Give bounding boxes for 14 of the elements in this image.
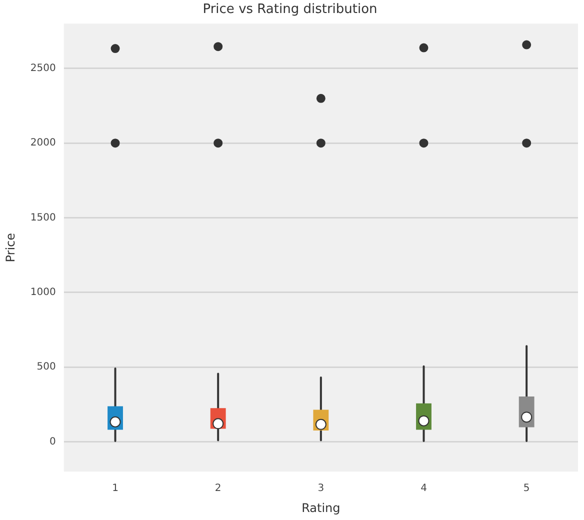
x-axis-title: Rating [302,500,340,515]
x-tick-label: 2 [214,483,222,494]
chart-title: Price vs Rating distribution [202,2,378,18]
y-tick-label: 1500 [30,212,56,224]
y-tick-label: 0 [49,436,56,448]
y-tick-label: 500 [36,362,56,373]
x-tick-label: 1 [112,483,118,494]
x-tick-label: 3 [318,483,324,494]
y-tick-label: 2500 [30,62,56,74]
x-tick-label: 5 [523,483,530,494]
y-axis-title: Price [3,232,18,262]
x-tick-label: 4 [420,483,427,494]
y-tick-label: 2000 [30,138,56,149]
y-tick-label: 1000 [30,286,56,298]
